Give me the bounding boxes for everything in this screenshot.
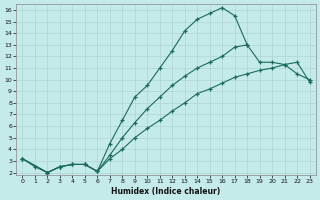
X-axis label: Humidex (Indice chaleur): Humidex (Indice chaleur) — [111, 187, 221, 196]
